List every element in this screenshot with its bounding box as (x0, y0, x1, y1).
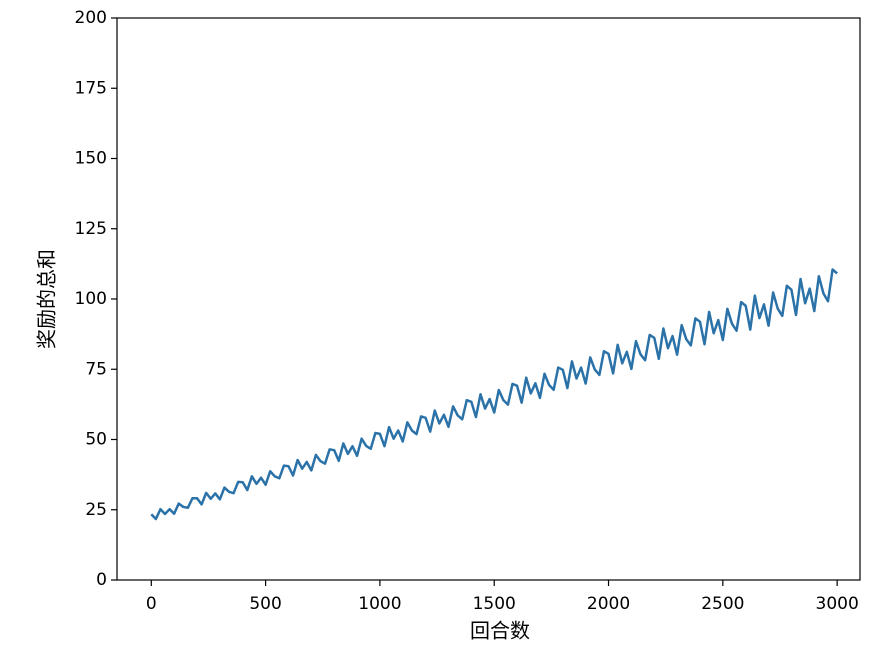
y-tick-label: 75 (85, 359, 107, 379)
x-tick-label: 1500 (473, 594, 516, 614)
y-tick-label: 100 (75, 289, 107, 309)
y-tick-label: 125 (75, 219, 107, 239)
x-tick-label: 2000 (587, 594, 630, 614)
data-line (150, 268, 838, 521)
y-tick-label: 0 (96, 570, 107, 590)
x-tick-label: 500 (249, 594, 281, 614)
x-axis-label: 回合数 (470, 619, 530, 643)
y-tick-label: 25 (85, 500, 107, 520)
x-tick-label: 1000 (358, 594, 401, 614)
y-axis-label: 奖励的总和 (35, 249, 59, 349)
y-tick-label: 50 (85, 430, 107, 450)
x-tick-label: 2500 (701, 594, 744, 614)
x-tick-label: 3000 (816, 594, 859, 614)
x-tick-label: 0 (146, 594, 157, 614)
y-tick-label: 200 (75, 8, 107, 28)
plot-frame (116, 17, 861, 581)
y-tick-label: 150 (75, 149, 107, 169)
y-tick-label: 175 (75, 78, 107, 98)
